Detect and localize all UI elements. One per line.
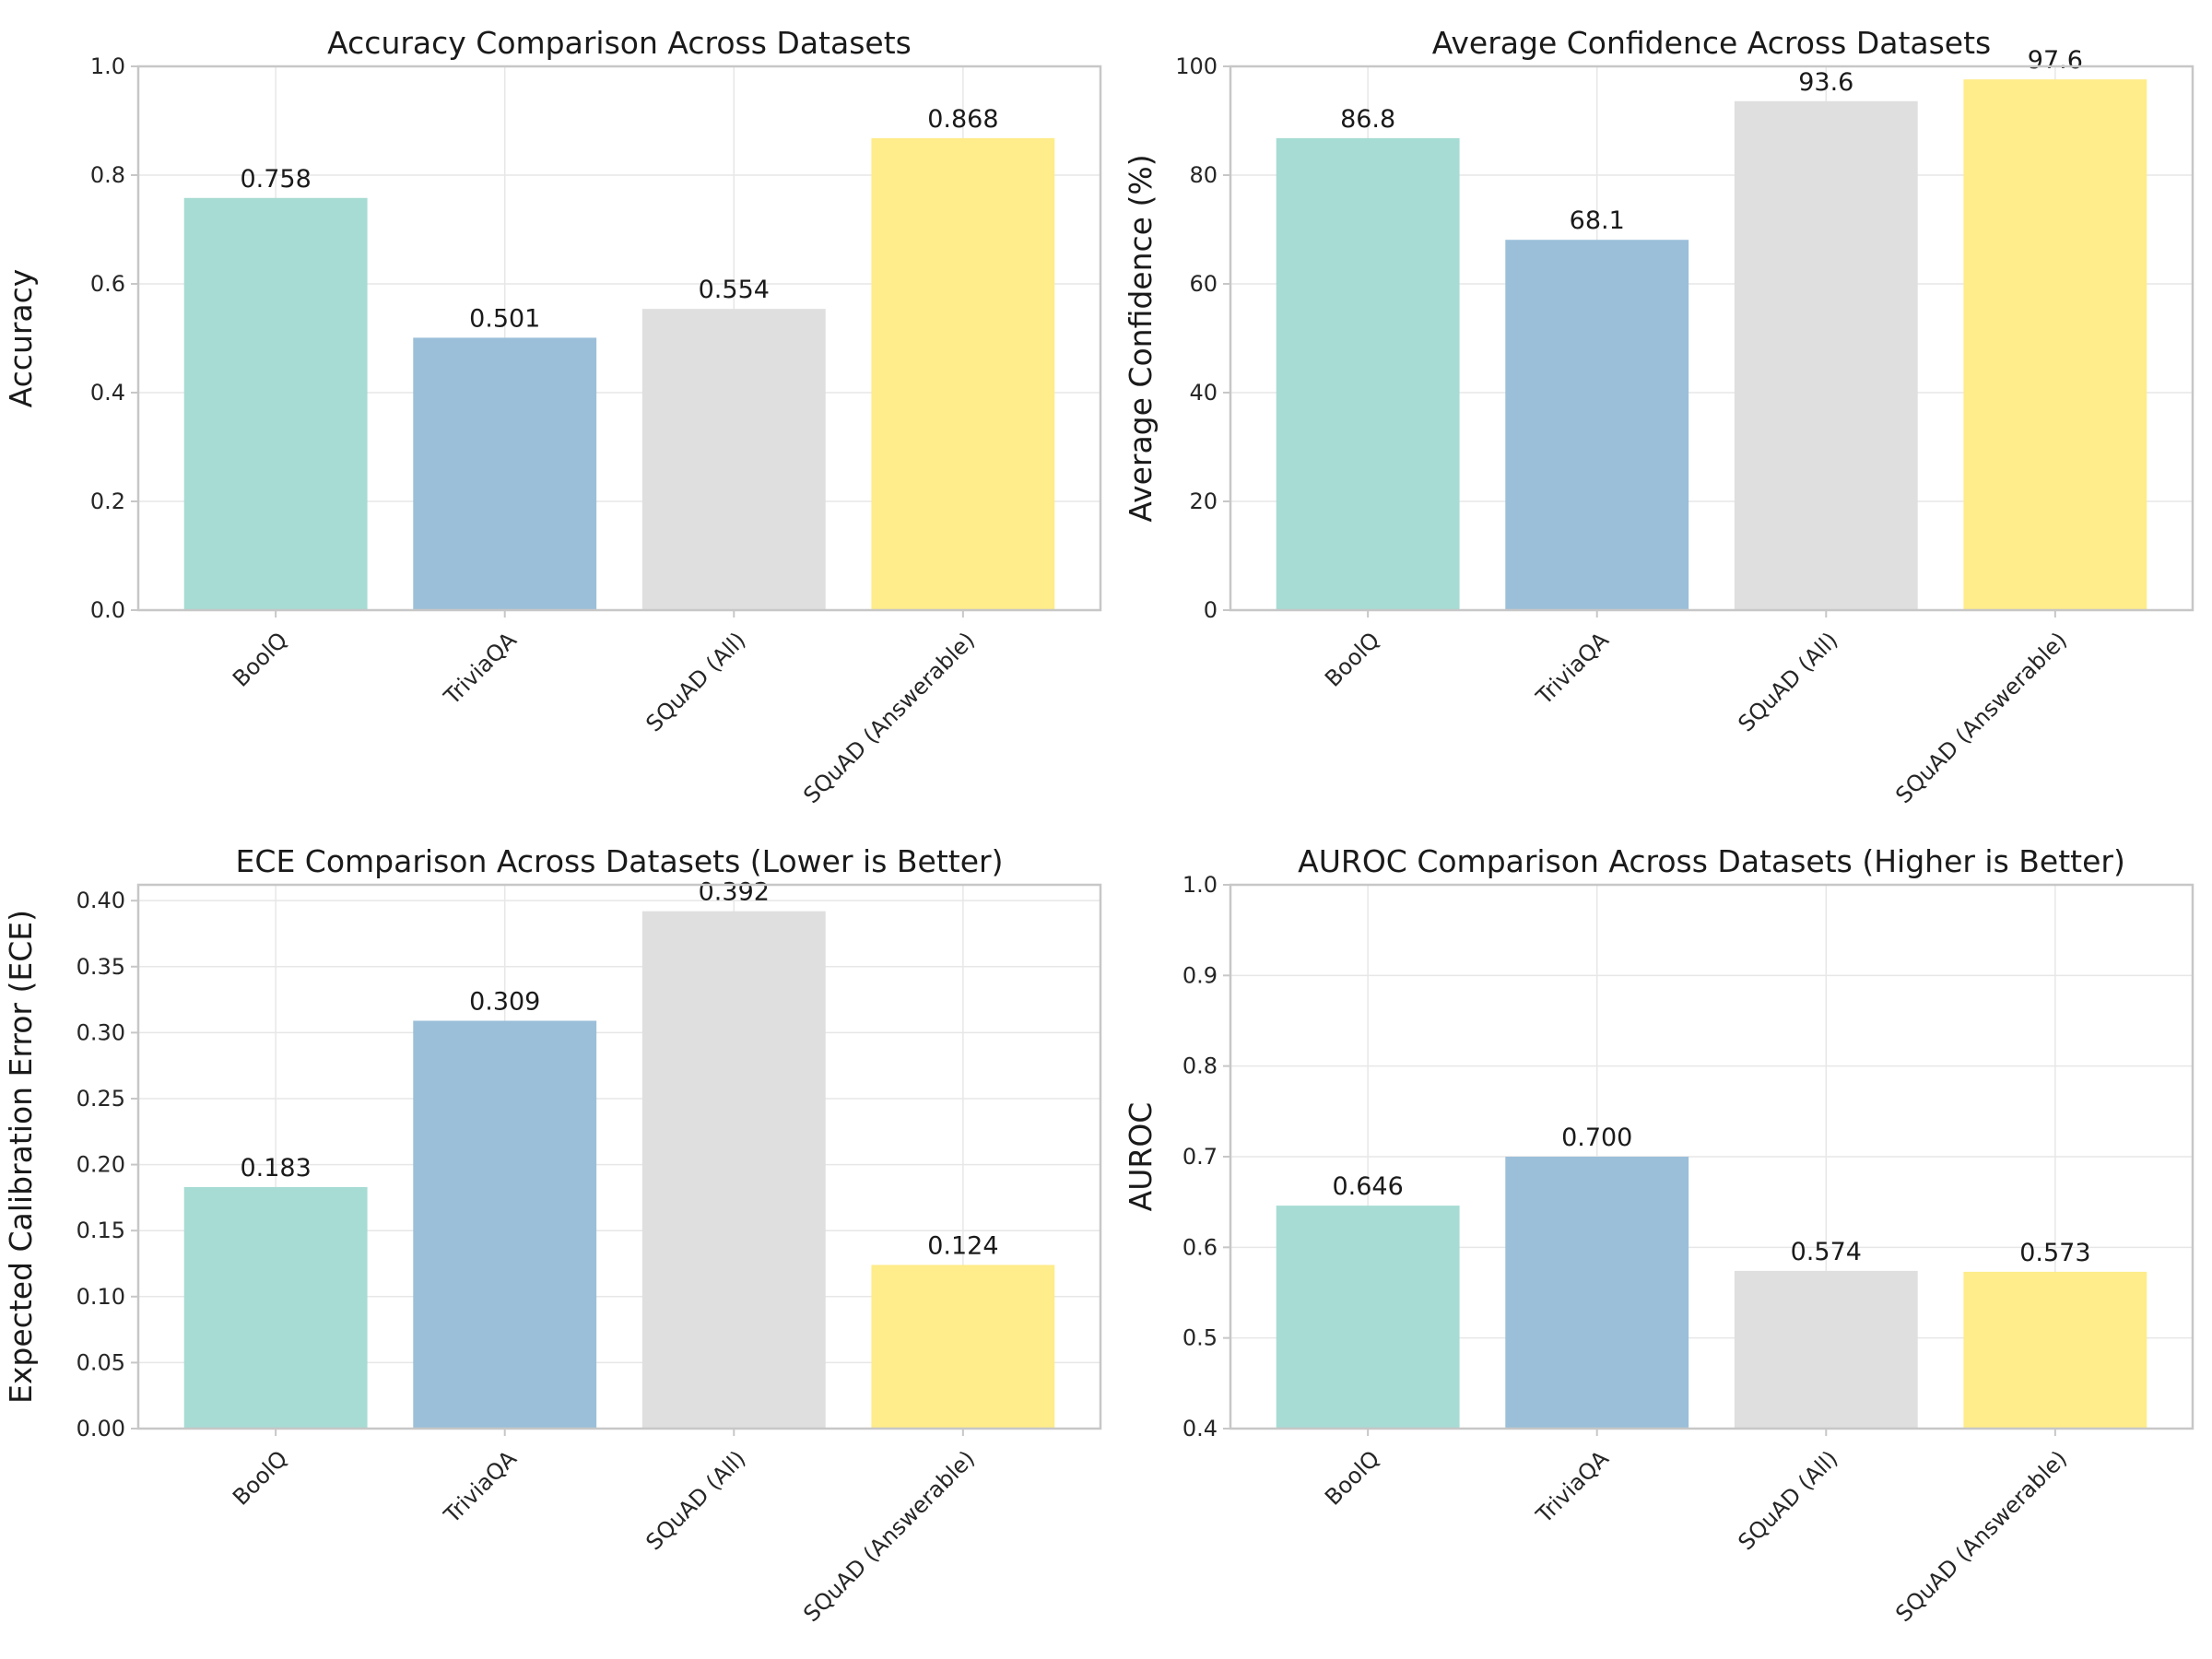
bar-boolq [183,1186,368,1429]
bar-value-label: 0.183 [240,1154,311,1182]
chart-title: ECE Comparison Across Datasets (Lower is… [236,843,1004,879]
bar-triviaqa [413,1020,597,1429]
bar-value-label: 0.554 [699,276,770,304]
x-tick-label: TriviaQA [1531,1445,1615,1529]
chart-panel-4: 0.4 0.5 0.6 0.7 0.8 0.9 1.0 0.646 0.700 0.574 0.57… [1123,843,2194,1627]
y-tick-label: 0.00 [76,1416,125,1441]
plot-frame [1229,883,2194,1430]
chart-title: Accuracy Comparison Across Datasets [327,25,912,61]
y-axis-label: Accuracy [3,269,39,408]
bar-value-label: 0.392 [699,878,770,907]
y-tick-label: 0.20 [76,1152,125,1178]
bar-boolq [1276,137,1460,610]
x-tick-label: SQuAD (All) [641,1445,750,1555]
chart-panel-2: 0 20 40 60 80 100 86.8 68.1 93.6 97.6 BoolQ TriviaQ… [1123,25,2194,808]
y-tick-label: 0.8 [90,162,125,188]
bar-triviaqa [413,337,597,610]
plot-frame [1229,65,2194,612]
y-tick-label: 100 [1175,53,1218,79]
bar-squad-all [1734,100,1918,610]
x-tick-label: SQuAD (Answerable) [1890,1445,2072,1627]
y-tick-label: 20 [1189,488,1218,514]
x-tick-label: TriviaQA [1531,627,1615,711]
bar-value-label: 0.309 [469,988,540,1017]
y-tick-label: 0.6 [90,271,125,297]
x-tick-label: SQuAD (All) [1733,1445,1842,1555]
y-axis-label: Expected Calibration Error (ECE) [3,910,39,1404]
bar-value-label: 0.700 [1561,1124,1632,1152]
x-tick-label: SQuAD (All) [641,627,750,736]
chart-panel-1: 0.0 0.2 0.4 0.6 0.8 1.0 0.758 0.501 0.554 0.868 Bo… [3,25,1102,808]
chart-title: AUROC Comparison Across Datasets (Higher… [1298,843,2125,879]
y-tick-label: 0.25 [76,1086,125,1112]
bar-squad-answerable [1963,79,2147,610]
bar-value-label: 0.758 [240,165,311,194]
x-tick-label: BoolQ [228,1445,292,1510]
y-axis-label: AUROC [1123,1102,1159,1212]
chart-panel-3: 0.00 0.05 0.10 0.15 0.20 0.25 0.30 0.35 0.40 0.18… [3,843,1102,1627]
bar-value-label: 86.8 [1340,105,1395,134]
y-tick-label: 0.15 [76,1218,125,1243]
bar-squad-answerable [871,137,1055,610]
y-axis-label: Average Confidence (%) [1123,154,1159,522]
x-tick-label: BoolQ [228,627,292,691]
y-tick-label: 0.35 [76,954,125,980]
chart-title: Average Confidence Across Datasets [1432,25,1992,61]
bar-value-label: 0.124 [927,1231,998,1260]
bar-value-label: 0.646 [1332,1172,1403,1201]
bar-value-label: 97.6 [2028,46,2083,75]
y-tick-label: 0 [1204,597,1218,623]
y-tick-label: 0.5 [1182,1325,1218,1351]
bar-value-label: 0.574 [1791,1238,1862,1266]
bar-boolq [1276,1206,1460,1429]
x-tick-label: TriviaQA [439,627,523,711]
bar-triviaqa [1505,240,1689,610]
y-tick-label: 0.10 [76,1284,125,1310]
y-tick-label: 0.6 [1182,1234,1218,1260]
y-tick-label: 1.0 [90,53,125,79]
y-tick-label: 1.0 [1182,872,1218,898]
x-tick-label: SQuAD (Answerable) [798,627,980,808]
x-tick-label: BoolQ [1320,627,1384,691]
y-tick-label: 0.9 [1182,962,1218,988]
y-tick-label: 0.2 [90,488,125,514]
y-tick-label: 0.30 [76,1019,125,1045]
y-tick-label: 60 [1189,271,1218,297]
y-tick-label: 0.8 [1182,1053,1218,1079]
y-tick-label: 0.4 [90,380,125,406]
x-tick-label: BoolQ [1320,1445,1384,1510]
bar-value-label: 68.1 [1570,206,1625,235]
y-tick-label: 0.0 [90,597,125,623]
y-tick-label: 0.40 [76,888,125,913]
x-tick-label: TriviaQA [439,1445,523,1529]
bar-squad-all [1734,1270,1918,1429]
bar-value-label: 93.6 [1798,68,1853,97]
x-tick-label: SQuAD (Answerable) [798,1445,980,1627]
bar-squad-all [641,911,826,1429]
bar-triviaqa [1505,1157,1689,1429]
y-tick-label: 0.05 [76,1349,125,1375]
bar-value-label: 0.501 [469,304,540,333]
y-tick-label: 0.7 [1182,1144,1218,1170]
bar-value-label: 0.868 [927,105,998,134]
bar-value-label: 0.573 [2019,1239,2090,1267]
y-tick-label: 0.4 [1182,1416,1218,1441]
y-tick-label: 80 [1189,162,1218,188]
plot-frame [136,65,1102,612]
y-tick-label: 40 [1189,380,1218,406]
x-tick-label: SQuAD (All) [1733,627,1842,736]
bar-squad-answerable [871,1265,1055,1429]
bar-boolq [183,197,368,610]
bar-squad-all [641,309,826,610]
plot-frame [136,883,1102,1430]
x-tick-label: SQuAD (Answerable) [1890,627,2072,808]
bar-squad-answerable [1963,1271,2147,1429]
